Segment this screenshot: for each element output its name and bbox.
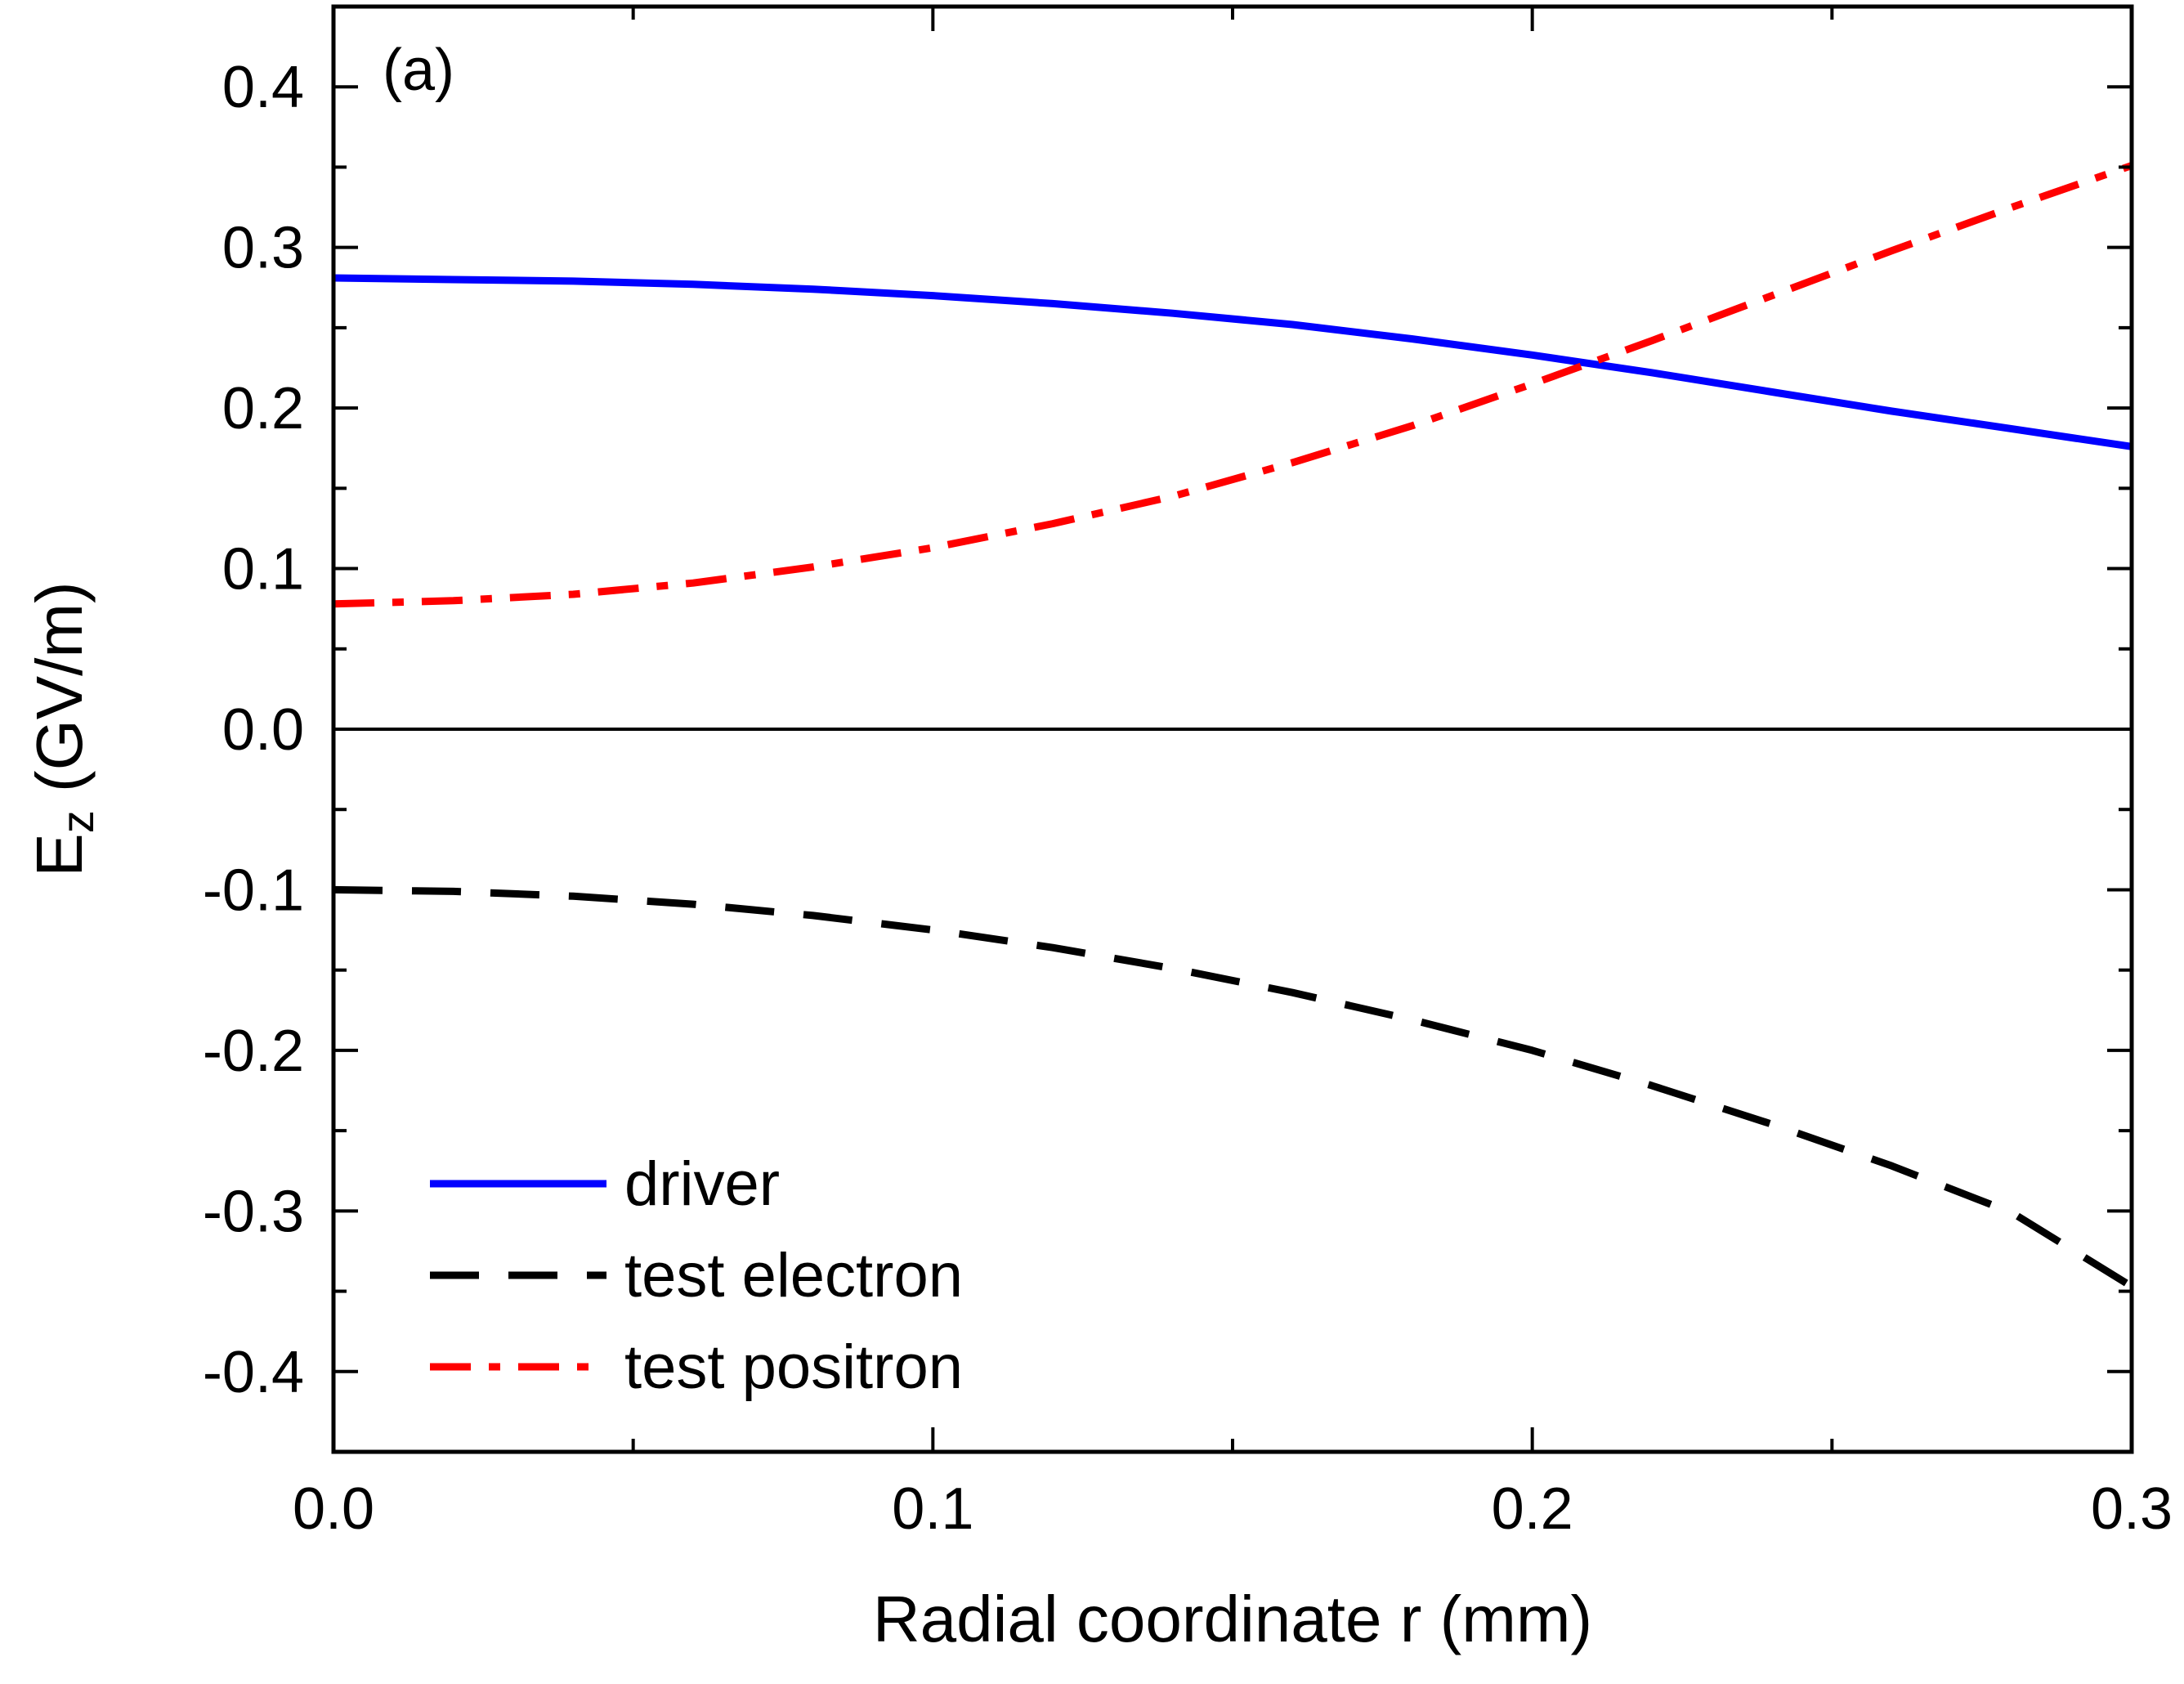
x-tick-label: 0.0	[293, 1476, 374, 1542]
x-tick-label: 0.2	[1492, 1476, 1573, 1542]
legend-label: test electron	[624, 1241, 963, 1310]
x-axis-title: Radial coordinate r (mm)	[873, 1583, 1592, 1655]
series-line-test-electron	[333, 885, 2134, 1290]
legend-label: driver	[624, 1149, 780, 1219]
y-tick-label: -0.4	[203, 1340, 304, 1405]
y-tick-label: -0.1	[203, 858, 304, 923]
legend-label: test positron	[624, 1332, 963, 1402]
series-line-driver	[333, 274, 2133, 450]
x-tick-label: 0.3	[2091, 1476, 2173, 1542]
y-tick-label: 0.3	[222, 216, 304, 281]
y-tick-label: 0.1	[222, 537, 304, 602]
y-tick-label: -0.2	[203, 1019, 304, 1084]
panel-label: (a)	[383, 38, 454, 103]
series-line-test-positron	[333, 162, 2133, 608]
y-tick-label: -0.3	[203, 1179, 304, 1244]
x-tick-label: 0.1	[892, 1476, 973, 1542]
y-tick-label: 0.4	[222, 55, 304, 120]
y-tick-label: 0.0	[222, 697, 304, 763]
y-axis-title: Ez (GV/m)	[23, 581, 103, 876]
y-tick-label: 0.2	[222, 376, 304, 441]
legend: driver test electron test positron	[430, 1149, 963, 1402]
